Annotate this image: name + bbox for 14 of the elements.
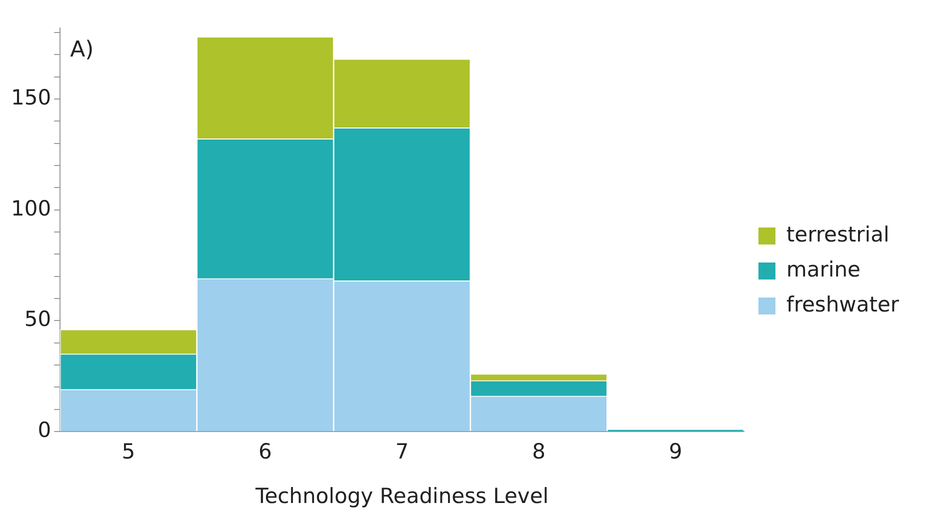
x-tick-label: 9 (668, 440, 682, 464)
x-tick-label: 6 (258, 440, 272, 464)
y-tick-label: 150 (10, 85, 52, 110)
x-tick-label: 8 (532, 440, 546, 464)
y-tick-label: 50 (24, 307, 52, 332)
y-tick-label: 100 (10, 196, 52, 220)
x-tick-label: 7 (395, 440, 409, 464)
legend-label: freshwater (786, 292, 900, 316)
legend-label: terrestrial (786, 222, 890, 246)
y-tick-label: 0 (38, 418, 52, 442)
x-tick-label: 5 (122, 440, 136, 464)
annotation: A) (70, 38, 94, 63)
legend-label: marine (786, 257, 860, 282)
x-axis-title: Technology Readiness Level (254, 484, 549, 508)
